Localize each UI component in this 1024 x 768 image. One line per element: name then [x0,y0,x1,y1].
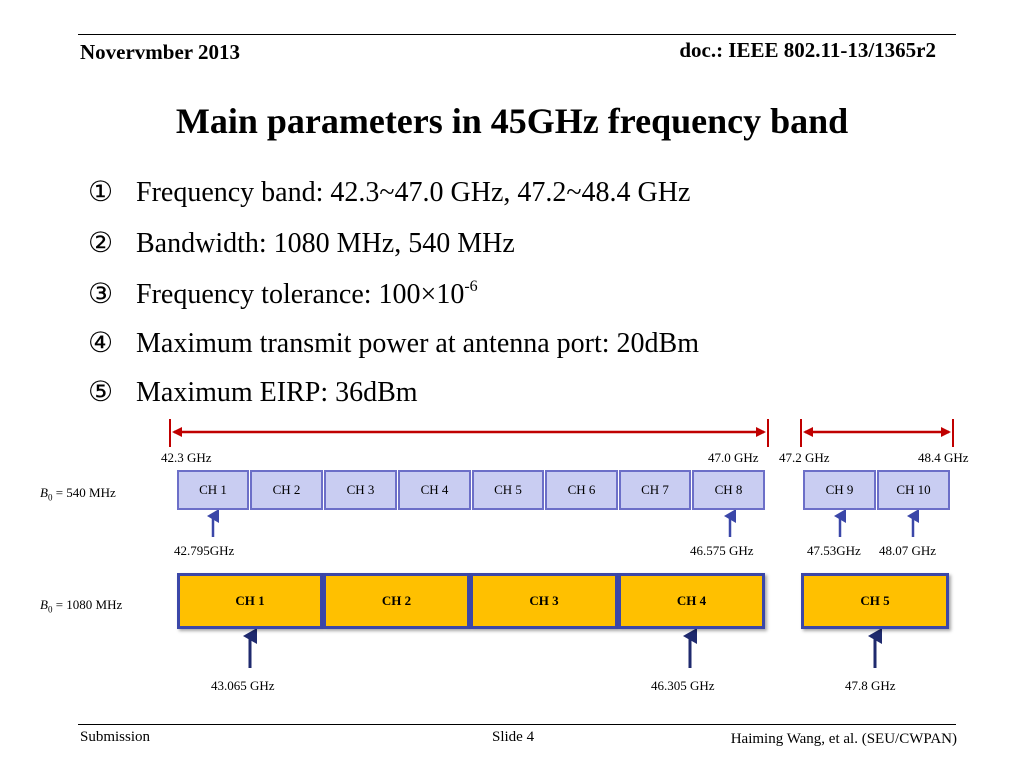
center-frequency-label: 47.53GHz [807,543,861,558]
footer-slide-number: Slide 4 [492,729,535,745]
channel-540-ch8: CH 8 [692,470,765,510]
bullet-text: Maximum EIRP: 36dBm [136,377,418,408]
bullet-exponent: -6 [464,278,478,295]
bullet-number: ⑤ [88,377,114,408]
bullet-text: Frequency tolerance: 100×10 [136,279,465,310]
band-range-arrow-1 [169,419,769,447]
bandwidth-symbol: B [40,597,48,612]
bullet-number: ③ [88,279,114,310]
bandwidth-label-1080: B0 = 1080 MHz [40,597,122,615]
header-top-rule [78,34,956,35]
bullet-text: Frequency band: 42.3~47.0 GHz, 47.2~48.4… [136,177,691,208]
footer-rule [78,724,956,725]
bandwidth-subscript: 0 [47,492,53,503]
channel-540-ch2: CH 2 [250,470,323,510]
header-doc-id: doc.: IEEE 802.11-13/1365r2 [679,38,936,62]
band-edge-label: 48.4 GHz [918,450,969,465]
bullet-text: Maximum transmit power at antenna port: … [136,328,700,359]
channel-540-ch3: CH 3 [324,470,397,510]
bandwidth-value: = 1080 MHz [55,597,123,612]
bandwidth-label-540: B0 = 540 MHz [40,485,116,503]
channel-540-ch9: CH 9 [803,470,876,510]
center-frequency-label: 42.795GHz [174,543,235,558]
center-frequency-label: 48.07 GHz [879,543,937,558]
center-frequency-label: 43.065 GHz [211,678,275,693]
channel-1080-ch3: CH 3 [470,573,618,629]
bullet-number: ① [88,177,114,208]
bullet-max-transmit-power: ④ Maximum transmit power at antenna port:… [88,326,699,360]
band-range-arrow-2 [800,419,954,447]
bandwidth-value: = 540 MHz [55,485,116,500]
band-edge-label: 42.3 GHz [161,450,212,465]
channel-540-ch6: CH 6 [545,470,618,510]
channel-540-ch4: CH 4 [398,470,471,510]
center-frequency-label: 46.305 GHz [651,678,715,693]
bullet-number: ④ [88,328,114,359]
bullet-frequency-tolerance: ③ Frequency tolerance: 100×10-6 [88,277,478,311]
slide-title: Main parameters in 45GHz frequency band [175,101,849,141]
channel-540-ch10: CH 10 [877,470,950,510]
bandwidth-subscript: 0 [47,604,53,615]
bullet-max-eirp: ⑤ Maximum EIRP: 36dBm [88,375,418,409]
bullet-text: Bandwidth: 1080 MHz, 540 MHz [136,228,515,259]
band-edge-label: 47.0 GHz [708,450,759,465]
bullet-frequency-band: ① Frequency band: 42.3~47.0 GHz, 47.2~48.… [88,175,690,209]
channel-540-ch5: CH 5 [472,470,544,510]
footer-authors: Haiming Wang, et al. (SEU/CWPAN) [730,731,957,747]
channel-540-ch7: CH 7 [619,470,691,510]
center-frequency-label: 47.8 GHz [845,678,896,693]
channel-1080-ch4: CH 4 [618,573,765,629]
header-date: Novervmber 2013 [80,40,240,64]
bandwidth-symbol: B [40,485,48,500]
channel-1080-ch2: CH 2 [323,573,470,629]
channel-1080-ch5: CH 5 [801,573,949,629]
channel-1080-ch1: CH 1 [177,573,323,629]
footer-submission: Submission [80,729,151,745]
bullet-number: ② [88,228,114,259]
channel-540-ch1: CH 1 [177,470,249,510]
bullet-bandwidth: ② Bandwidth: 1080 MHz, 540 MHz [88,226,515,260]
center-frequency-label: 46.575 GHz [690,543,754,558]
band-edge-label: 47.2 GHz [779,450,830,465]
